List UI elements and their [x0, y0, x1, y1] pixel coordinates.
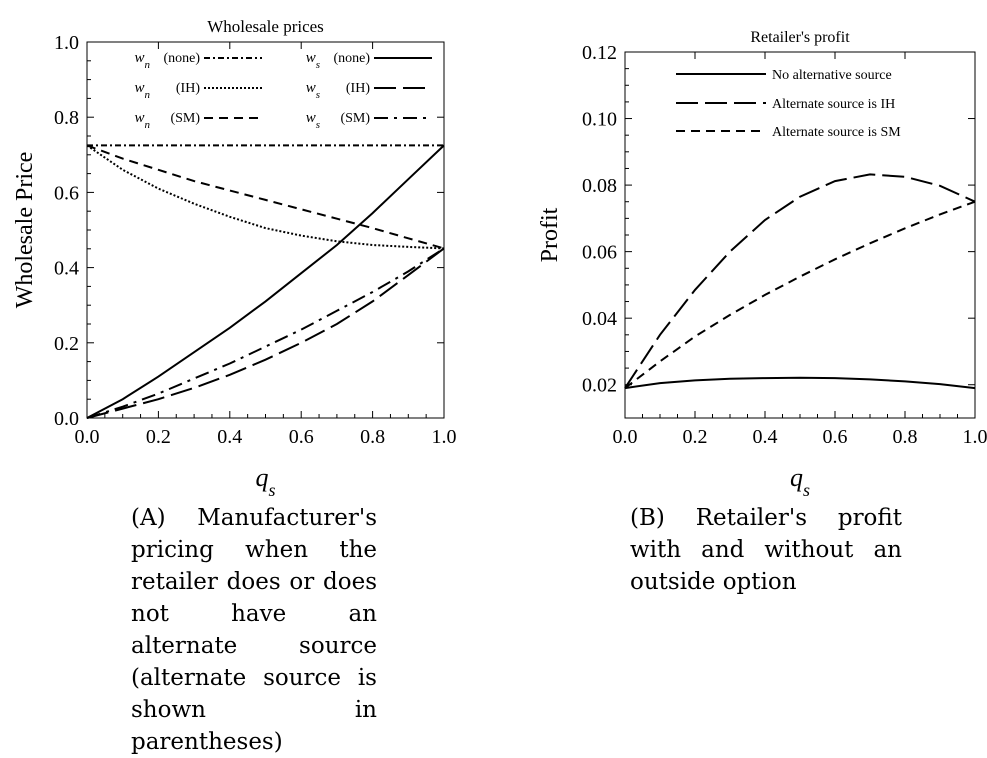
series-line-w-s-none: [87, 145, 444, 418]
x-tick-label: 0.2: [146, 426, 171, 448]
x-tick-label: 0.6: [823, 426, 848, 448]
series-line-w-s-sm: [87, 248, 444, 418]
series-line-w-s-ih: [87, 248, 444, 418]
y-axis-label: Profit: [537, 207, 563, 262]
y-axis-label: Wholesale Price: [12, 152, 38, 309]
y-tick-label: 0.04: [582, 308, 617, 330]
legend-label: (IH): [176, 81, 200, 96]
chart-title: Wholesale prices: [207, 17, 324, 36]
y-tick-label: 0.02: [582, 375, 617, 397]
y-tick-label: 0.6: [54, 182, 79, 204]
legend-label: (none): [333, 51, 370, 66]
y-tick-label: 0.2: [54, 333, 79, 355]
x-tick-label: 0.6: [289, 426, 314, 448]
x-tick-label: 1.0: [432, 426, 457, 448]
legend-symbol: wn: [134, 110, 150, 131]
legend-symbol: ws: [306, 110, 320, 131]
legend-symbol: wn: [134, 80, 150, 101]
legend-label: No alternative source: [772, 68, 892, 83]
series-line-alternate-source-is-ih: [625, 174, 975, 388]
legend-label: Alternate source is IH: [772, 97, 895, 112]
x-tick-label: 1.0: [963, 426, 987, 448]
chart-title: Retailer's profit: [750, 29, 850, 46]
legend-label: (SM): [170, 111, 200, 126]
x-tick-label: 0.2: [683, 426, 708, 448]
y-tick-label: 1.0: [54, 32, 79, 54]
legend-label: (SM): [340, 111, 370, 126]
y-tick-label: 0.06: [582, 242, 617, 264]
caption-b-text: Retailer's profit with and without an ou…: [630, 505, 902, 595]
x-tick-label: 0.8: [360, 426, 385, 448]
legend-symbol: wn: [134, 50, 150, 71]
x-axis-label: qs: [255, 463, 275, 500]
legend-symbol: ws: [306, 80, 320, 101]
legend-label: (none): [163, 51, 200, 66]
y-tick-label: 0.0: [54, 408, 79, 430]
y-tick-label: 0.12: [582, 42, 617, 64]
legend-label: (IH): [346, 81, 370, 96]
series-line-alternate-source-is-sm: [625, 202, 975, 388]
y-tick-label: 0.10: [582, 109, 617, 131]
x-tick-label: 0.4: [217, 426, 242, 448]
series-line-no-alternative-source: [625, 378, 975, 388]
legend-symbol: ws: [306, 50, 320, 71]
figure-charts: Wholesale prices 0.0 0.2 0.4 0.6 0.8 1.0 0.0 0.2…: [0, 0, 987, 500]
caption-b: (B) Retailer's profit with and without a…: [630, 502, 902, 598]
x-tick-label: 0.8: [893, 426, 918, 448]
y-tick-label: 0.4: [54, 258, 79, 280]
x-tick-label: 0.0: [613, 426, 638, 448]
legend-label: Alternate source is SM: [772, 125, 901, 140]
y-tick-label: 0.08: [582, 175, 617, 197]
caption-a: (A) Manufacturer's pricing when the reta…: [131, 502, 377, 758]
x-axis-label: qs: [790, 463, 810, 500]
chart-retailer-profit: Retailer's profit 0.0 0.2 0.4 0.6 0.8 1.0 0.02 0…: [537, 29, 987, 500]
caption-a-tag: (A): [131, 505, 166, 531]
x-tick-label: 0.4: [753, 426, 778, 448]
caption-b-tag: (B): [630, 505, 665, 531]
plot-frame: [87, 42, 444, 418]
y-tick-label: 0.8: [54, 107, 79, 129]
